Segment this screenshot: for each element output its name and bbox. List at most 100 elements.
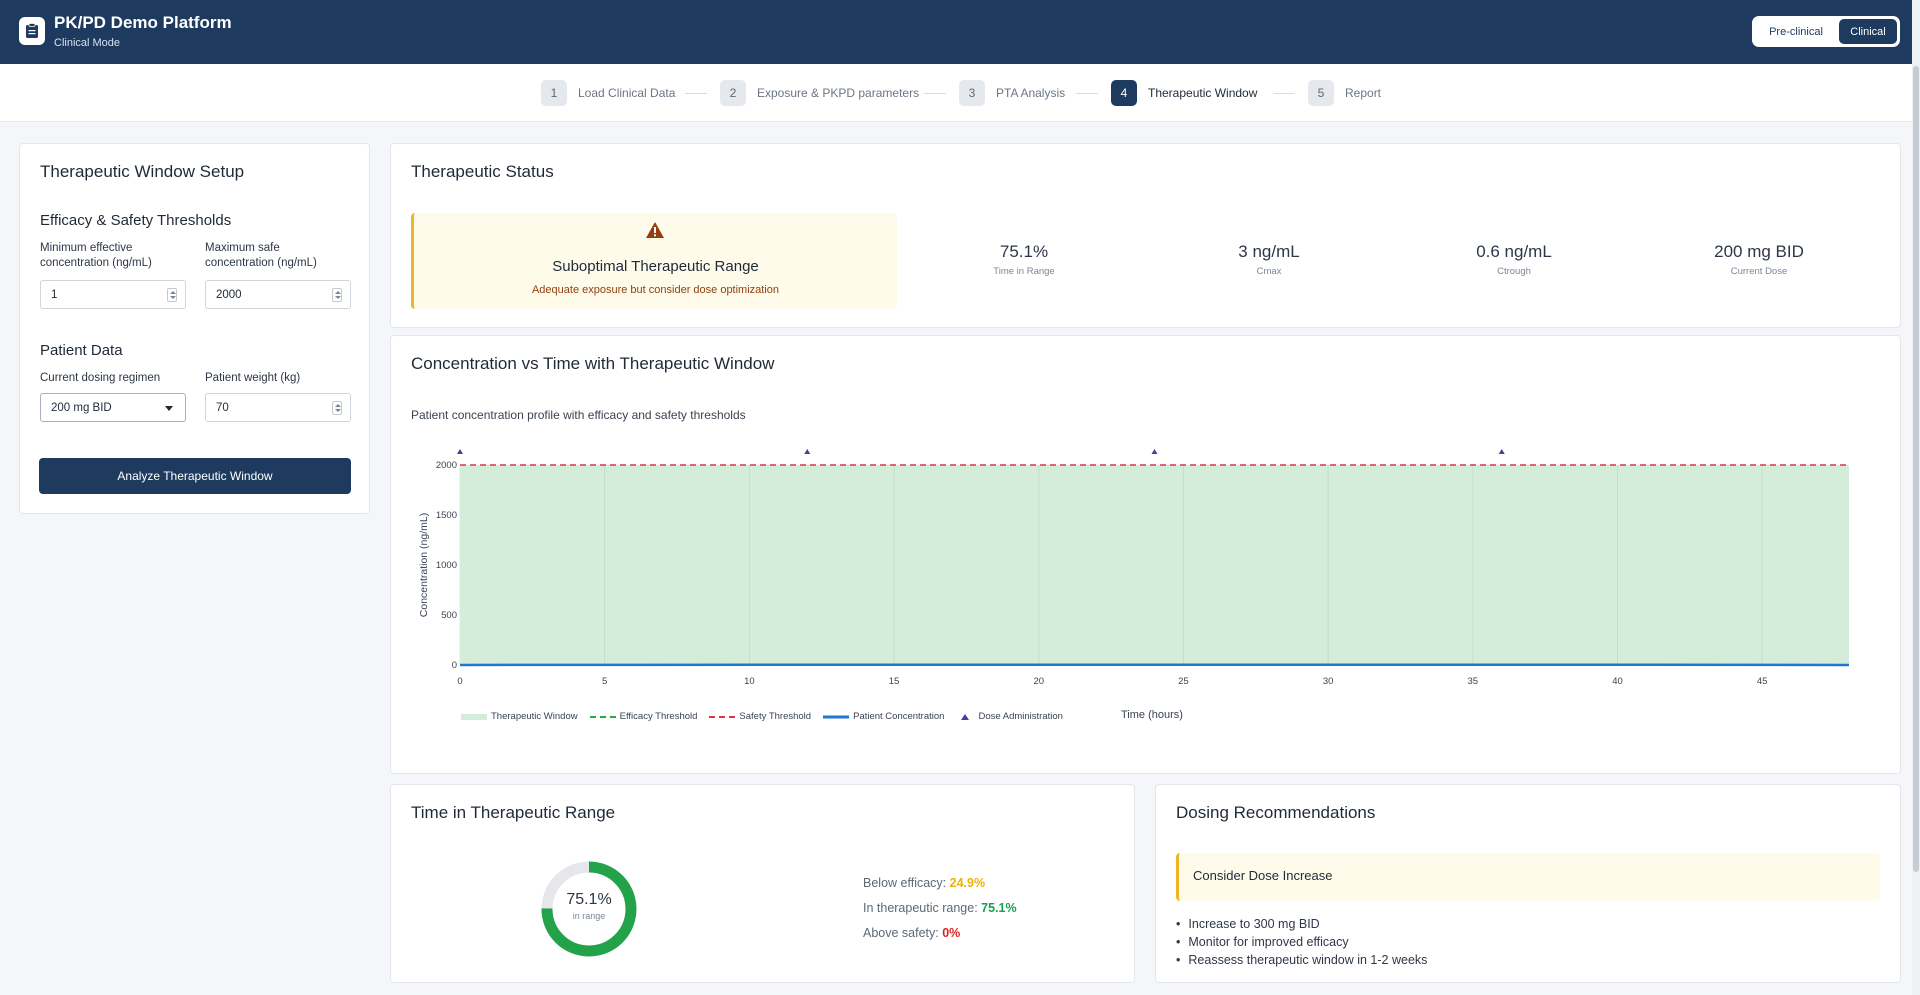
- time-in-range-card: Time in Therapeutic Range 75.1% in range…: [390, 784, 1135, 983]
- x-tick-label: 5: [602, 676, 607, 687]
- recommendation-list: Increase to 300 mg BID Monitor for impro…: [1176, 915, 1427, 969]
- recommendation-alert-title: Consider Dose Increase: [1193, 868, 1333, 883]
- step-load-clinical-data[interactable]: 1 Load Clinical Data: [541, 80, 675, 106]
- y-tick-label: 500: [441, 610, 457, 621]
- step-exposure-pkpd[interactable]: 2 Exposure & PKPD parameters: [720, 80, 919, 106]
- x-tick-label: 30: [1323, 676, 1334, 687]
- therapeutic-window-band: [460, 465, 1849, 665]
- legend-patient-concentration[interactable]: Patient Concentration: [823, 711, 944, 722]
- chart-legend: Therapeutic Window Efficacy Threshold Sa…: [461, 711, 1063, 722]
- max-concentration-input[interactable]: 2000: [205, 280, 351, 309]
- recommendations-title: Dosing Recommendations: [1176, 803, 1376, 822]
- stat-label: In therapeutic range:: [863, 901, 982, 915]
- legend-label: Efficacy Threshold: [619, 711, 698, 722]
- step-connector: [1273, 93, 1295, 94]
- y-tick-label: 0: [452, 660, 457, 671]
- patient-weight-input[interactable]: 70: [205, 393, 351, 422]
- y-tick-label: 2000: [436, 460, 457, 471]
- workflow-stepper: 1 Load Clinical Data 2 Exposure & PKPD p…: [0, 64, 1920, 122]
- step-connector: [685, 93, 707, 94]
- legend-safety-threshold[interactable]: Safety Threshold: [709, 711, 811, 722]
- stat-value: 75.1%: [981, 901, 1017, 915]
- thresholds-section-title: Efficacy & Safety Thresholds: [40, 212, 232, 229]
- step-report[interactable]: 5 Report: [1308, 80, 1381, 106]
- metric-label: Ctrough: [1497, 266, 1531, 277]
- dose-marker: [457, 449, 463, 454]
- dosing-regimen-select[interactable]: 200 mg BID: [40, 393, 186, 422]
- step-number: 1: [541, 80, 567, 106]
- x-tick-label: 35: [1468, 676, 1479, 687]
- min-concentration-label: Minimum effective concentration (ng/mL): [40, 242, 152, 269]
- time-in-range-donut: [541, 861, 637, 957]
- status-title: Therapeutic Status: [411, 162, 554, 181]
- metric-label: Time in Range: [993, 266, 1055, 277]
- x-tick-label: 40: [1612, 676, 1623, 687]
- app-title: PK/PD Demo Platform: [54, 13, 232, 32]
- step-number: 4: [1111, 80, 1137, 106]
- max-concentration-label: Maximum safe concentration (ng/mL): [205, 242, 317, 269]
- step-therapeutic-window[interactable]: 4 Therapeutic Window: [1111, 80, 1257, 106]
- x-tick-label: 10: [744, 676, 755, 687]
- step-pta-analysis[interactable]: 3 PTA Analysis: [959, 80, 1065, 106]
- metric-ctrough: 0.6 ng/mL Ctrough: [1434, 242, 1594, 277]
- setup-title: Therapeutic Window Setup: [40, 162, 245, 181]
- dose-marker: [1498, 449, 1505, 454]
- dose-marker: [804, 449, 811, 454]
- metric-label: Current Dose: [1730, 266, 1788, 277]
- donut-in-range-arc: [541, 861, 637, 957]
- preclinical-mode-button[interactable]: Pre-clinical: [1755, 19, 1837, 44]
- spinner-icon[interactable]: [332, 288, 342, 302]
- chart-subtitle: Patient concentration profile with effic…: [411, 408, 746, 422]
- step-connector: [924, 93, 946, 94]
- donut-center: 75.1% in range: [549, 891, 629, 921]
- patient-data-section-title: Patient Data: [40, 342, 123, 359]
- x-tick-label: 25: [1178, 676, 1189, 687]
- dosing-regimen-value: 200 mg BID: [51, 401, 112, 414]
- concentration-chart-card: Concentration vs Time with Therapeutic W…: [390, 335, 1901, 774]
- chevron-down-icon: [165, 406, 173, 411]
- legend-efficacy-threshold[interactable]: Efficacy Threshold: [589, 711, 698, 722]
- legend-therapeutic-window[interactable]: Therapeutic Window: [461, 711, 578, 722]
- metric-time-in-range: 75.1% Time in Range: [944, 242, 1104, 277]
- patient-weight-label: Patient weight (kg): [205, 372, 301, 384]
- patient-weight-value: 70: [216, 401, 229, 414]
- scrollbar-thumb[interactable]: [1913, 66, 1919, 872]
- chart-title: Concentration vs Time with Therapeutic W…: [411, 354, 775, 373]
- legend-label: Dose Administration: [978, 711, 1063, 722]
- step-label: Therapeutic Window: [1148, 86, 1258, 100]
- step-connector: [1076, 93, 1098, 94]
- dosing-recommendations-card: Dosing Recommendations Consider Dose Inc…: [1155, 784, 1901, 983]
- step-number: 5: [1308, 80, 1334, 106]
- dose-marker: [1151, 449, 1158, 454]
- list-item: Reassess therapeutic window in 1-2 weeks: [1176, 951, 1427, 969]
- spinner-icon[interactable]: [167, 288, 177, 302]
- page-scrollbar[interactable]: [1912, 0, 1920, 995]
- legend-label: Safety Threshold: [739, 711, 812, 722]
- mode-toggle: Pre-clinical Clinical: [1752, 16, 1900, 47]
- dosing-regimen-label: Current dosing regimen: [40, 372, 161, 384]
- metric-value: 0.6 ng/mL: [1476, 242, 1552, 261]
- legend-label: Therapeutic Window: [491, 711, 578, 722]
- legend-dose-administration[interactable]: Dose Administration: [956, 711, 1063, 722]
- stat-label: Above safety:: [863, 926, 943, 940]
- x-tick-label: 0: [457, 676, 462, 687]
- step-label: PTA Analysis: [996, 86, 1066, 100]
- status-alert-message: Adequate exposure but consider dose opti…: [531, 284, 780, 296]
- x-tick-label: 45: [1757, 676, 1768, 687]
- stat-label: Below efficacy:: [863, 876, 950, 890]
- y-tick-label: 1500: [436, 510, 457, 521]
- spinner-icon[interactable]: [332, 401, 342, 415]
- min-concentration-input[interactable]: 1: [40, 280, 186, 309]
- metric-value: 3 ng/mL: [1238, 242, 1300, 261]
- clinical-mode-button[interactable]: Clinical: [1839, 19, 1897, 44]
- analyze-therapeutic-window-button[interactable]: Analyze Therapeutic Window: [39, 458, 351, 494]
- y-axis-label: Concentration (ng/mL): [418, 513, 430, 617]
- donut-label: in range: [572, 911, 606, 921]
- x-tick-label: 15: [889, 676, 900, 687]
- status-alert: Suboptimal Therapeutic Range Adequate ex…: [411, 213, 897, 309]
- clipboard-icon: [19, 17, 45, 45]
- stat-value: 24.9%: [949, 876, 986, 890]
- concentration-chart: 0 5 10 15 20 25 30 35 40 45 0 500 1000 1500 2000 Concen…: [418, 449, 1850, 687]
- stat-below-efficacy: Below efficacy: 24.9%: [863, 876, 985, 890]
- x-axis-label: Time (hours): [1121, 709, 1183, 721]
